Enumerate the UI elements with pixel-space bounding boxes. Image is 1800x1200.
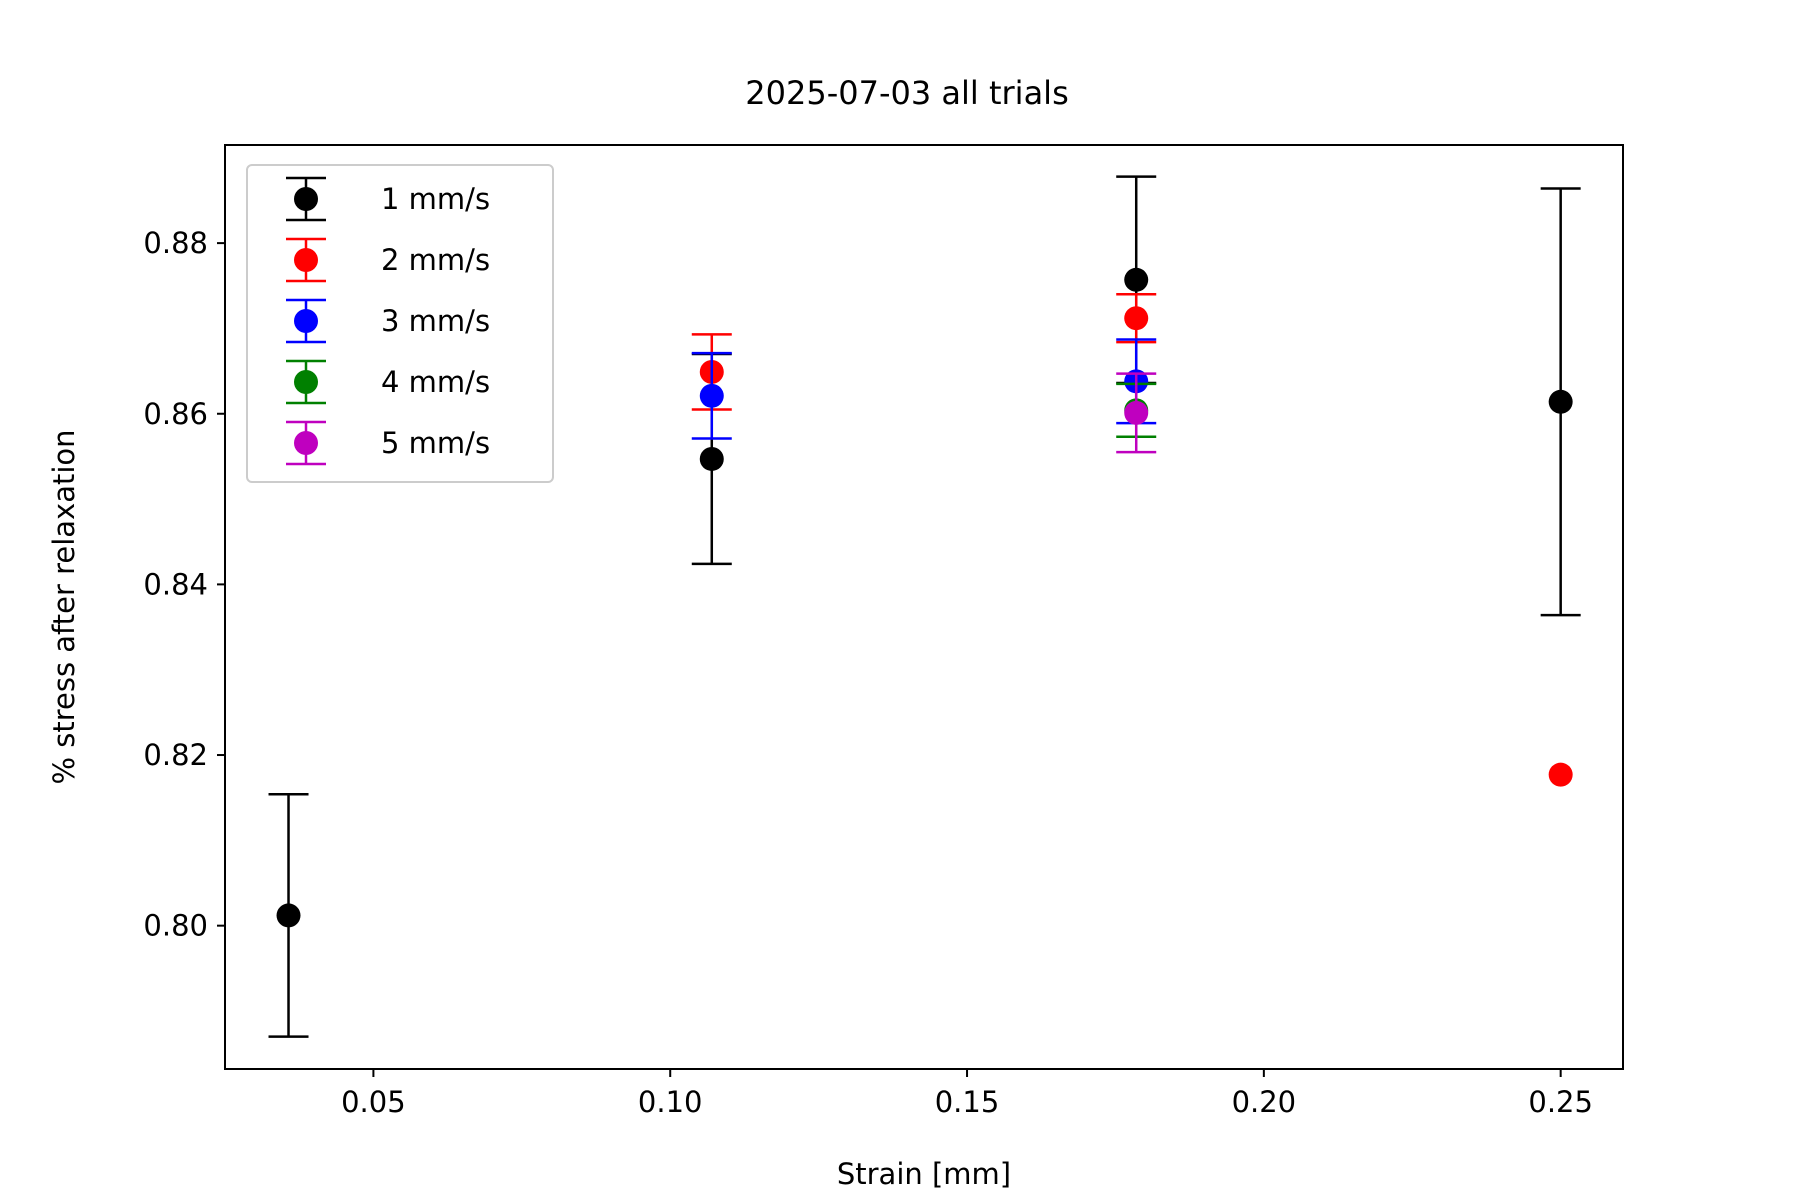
legend-label: 1 mm/s	[381, 182, 490, 216]
legend-entry: 2 mm/s	[286, 237, 490, 283]
legend-label: 5 mm/s	[381, 426, 490, 460]
legend-label: 3 mm/s	[381, 304, 490, 338]
legend-entry: 1 mm/s	[286, 176, 490, 222]
chart-title: 2025-07-03 all trials	[745, 74, 1068, 112]
y-axis-label: % stress after relaxation	[47, 429, 81, 784]
x-axis-label: Strain [mm]	[837, 1157, 1011, 1191]
data-point	[276, 903, 301, 928]
x-tick-label: 0.05	[341, 1085, 406, 1119]
legend-label: 2 mm/s	[381, 243, 490, 277]
x-tick-label: 0.20	[1232, 1085, 1297, 1119]
y-axis: 0.80 0.82 0.84 0.86 0.88	[143, 226, 225, 943]
legend-marker	[294, 431, 318, 455]
x-tick-label: 0.25	[1528, 1085, 1593, 1119]
series-3-mm-s	[691, 338, 1157, 440]
plot-area	[268, 175, 1581, 1038]
plot-frame	[224, 144, 1624, 1070]
data-point	[1548, 762, 1573, 787]
series-5-mm-s	[1116, 372, 1157, 454]
data-point	[699, 383, 724, 408]
y-tick-label: 0.82	[143, 738, 208, 772]
y-tick-label: 0.80	[143, 909, 208, 943]
legend-marker	[294, 248, 318, 272]
data-point	[1124, 400, 1149, 425]
y-tick-label: 0.84	[143, 567, 208, 601]
legend: 1 mm/s 2 mm/s 3 mm/s 4 mm/s 5 mm/s	[246, 164, 554, 483]
legend-entry: 5 mm/s	[286, 420, 490, 466]
y-tick-label: 0.86	[143, 397, 208, 431]
legend-entry: 3 mm/s	[286, 298, 490, 344]
data-point	[699, 446, 724, 471]
data-point	[1124, 306, 1149, 331]
x-tick-label: 0.10	[638, 1085, 703, 1119]
legend-entry: 4 mm/s	[286, 359, 490, 405]
data-point	[1124, 267, 1149, 292]
data-point	[1548, 389, 1573, 414]
legend-marker	[294, 187, 318, 211]
legend-label: 4 mm/s	[381, 365, 490, 399]
legend-marker	[294, 309, 318, 333]
legend-marker	[294, 370, 318, 394]
x-tick-label: 0.15	[935, 1085, 1000, 1119]
x-axis: 0.05 0.10 0.15 0.20 0.25	[341, 1069, 1593, 1119]
series-2-mm-s	[691, 293, 1573, 787]
y-tick-label: 0.88	[143, 226, 208, 260]
